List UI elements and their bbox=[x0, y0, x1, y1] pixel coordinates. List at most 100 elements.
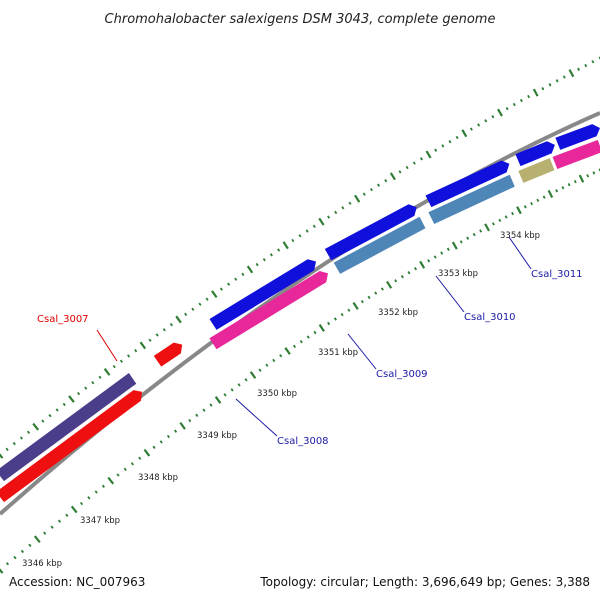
minor-tick bbox=[298, 234, 302, 238]
minor-tick bbox=[555, 79, 559, 83]
minor-tick bbox=[241, 272, 245, 277]
gene-feature-blue bbox=[324, 204, 417, 261]
minor-tick bbox=[398, 170, 402, 174]
minor-tick bbox=[327, 215, 331, 219]
minor-tick bbox=[459, 240, 463, 244]
inner-tick-ring bbox=[0, 168, 600, 574]
gene-features bbox=[0, 124, 600, 503]
minor-tick bbox=[498, 218, 502, 223]
minor-tick bbox=[562, 75, 566, 79]
minor-tick bbox=[384, 179, 388, 183]
scale-tick-label: 3353 kbp bbox=[438, 269, 478, 279]
minor-tick bbox=[255, 262, 259, 267]
minor-tick bbox=[369, 188, 373, 192]
minor-tick bbox=[292, 344, 297, 349]
minor-tick bbox=[542, 195, 546, 199]
minor-tick bbox=[504, 215, 508, 219]
minor-tick bbox=[55, 408, 59, 412]
minor-tick bbox=[347, 308, 351, 312]
major-tick bbox=[497, 108, 503, 117]
minor-tick bbox=[427, 259, 431, 263]
callout-leader-line bbox=[347, 333, 377, 370]
minor-tick bbox=[573, 180, 577, 184]
scale-tick-label: 3349 kbp bbox=[197, 431, 237, 441]
minor-tick bbox=[223, 393, 227, 397]
outer-tick-ring bbox=[0, 56, 600, 459]
minor-tick bbox=[87, 496, 91, 500]
minor-tick bbox=[169, 322, 173, 327]
callout-leader-line bbox=[435, 275, 465, 313]
minor-tick bbox=[5, 562, 10, 566]
gene-feature-magenta bbox=[552, 139, 600, 169]
scale-tick-label: 3350 kbp bbox=[257, 389, 297, 399]
minor-tick bbox=[400, 275, 404, 279]
minor-tick bbox=[305, 229, 309, 233]
major-tick bbox=[214, 396, 222, 404]
minor-tick bbox=[312, 224, 316, 229]
minor-tick bbox=[20, 549, 24, 554]
minor-tick bbox=[279, 354, 283, 358]
callout-leader-line bbox=[96, 329, 118, 362]
minor-tick bbox=[116, 473, 120, 477]
minor-tick bbox=[159, 440, 163, 444]
gene-label-csal-3009[interactable]: Csal_3009 bbox=[376, 369, 428, 380]
major-tick bbox=[0, 453, 4, 459]
minor-tick bbox=[188, 418, 192, 423]
minor-tick bbox=[541, 86, 545, 91]
minor-tick bbox=[76, 391, 81, 396]
gene-feature-csal-3008 bbox=[209, 271, 328, 350]
minor-tick bbox=[433, 255, 437, 259]
minor-tick bbox=[148, 338, 152, 342]
minor-tick bbox=[360, 300, 364, 304]
major-tick bbox=[568, 69, 575, 78]
gene-label-csal-3011[interactable]: Csal_3011 bbox=[531, 269, 583, 280]
minor-tick bbox=[62, 402, 66, 407]
major-tick bbox=[70, 505, 78, 514]
minor-tick bbox=[334, 210, 338, 215]
minor-tick bbox=[202, 408, 206, 412]
scale-tick-label: 3354 kbp bbox=[500, 231, 540, 241]
major-tick bbox=[461, 129, 468, 138]
major-tick bbox=[0, 568, 4, 574]
minor-tick bbox=[527, 94, 531, 99]
major-tick bbox=[32, 422, 40, 431]
minor-tick bbox=[152, 445, 156, 449]
minor-tick bbox=[79, 501, 84, 506]
minor-tick bbox=[491, 115, 495, 119]
minor-tick bbox=[374, 291, 378, 295]
minor-tick bbox=[306, 335, 310, 339]
scale-tick-label: 3348 kbp bbox=[138, 473, 178, 483]
minor-tick bbox=[523, 205, 527, 209]
minor-tick bbox=[313, 330, 317, 335]
gene-label-csal-3008[interactable]: Csal_3008 bbox=[277, 436, 329, 447]
major-tick bbox=[352, 302, 359, 310]
minor-tick bbox=[299, 339, 303, 344]
genome-summary: Topology: circular; Length: 3,696,649 bp… bbox=[259, 575, 590, 589]
major-tick bbox=[386, 280, 393, 289]
major-tick bbox=[282, 241, 289, 250]
major-tick bbox=[532, 88, 539, 97]
accession-label: Accession: NC_007963 bbox=[9, 575, 145, 589]
gene-label-csal-3007[interactable]: Csal_3007 bbox=[37, 314, 89, 325]
minor-tick bbox=[65, 513, 69, 517]
minor-tick bbox=[237, 383, 241, 387]
minor-tick bbox=[219, 287, 223, 291]
minor-tick bbox=[191, 307, 195, 311]
minor-tick bbox=[511, 211, 514, 216]
major-tick bbox=[547, 189, 554, 198]
major-tick bbox=[516, 206, 522, 215]
minor-tick bbox=[505, 106, 509, 111]
minor-tick bbox=[162, 328, 166, 332]
minor-tick bbox=[227, 282, 231, 286]
gene-label-csal-3010[interactable]: Csal_3010 bbox=[464, 312, 516, 323]
major-tick bbox=[68, 395, 75, 403]
minor-tick bbox=[134, 348, 138, 353]
minor-tick bbox=[57, 519, 62, 523]
scale-tick-label: 3352 kbp bbox=[378, 308, 418, 318]
minor-tick bbox=[479, 229, 483, 233]
major-tick bbox=[419, 260, 426, 269]
minor-tick bbox=[265, 363, 269, 367]
gene-feature-blue bbox=[209, 259, 316, 330]
minor-tick bbox=[19, 436, 24, 440]
scale-tick-label: 3347 kbp bbox=[80, 516, 120, 526]
